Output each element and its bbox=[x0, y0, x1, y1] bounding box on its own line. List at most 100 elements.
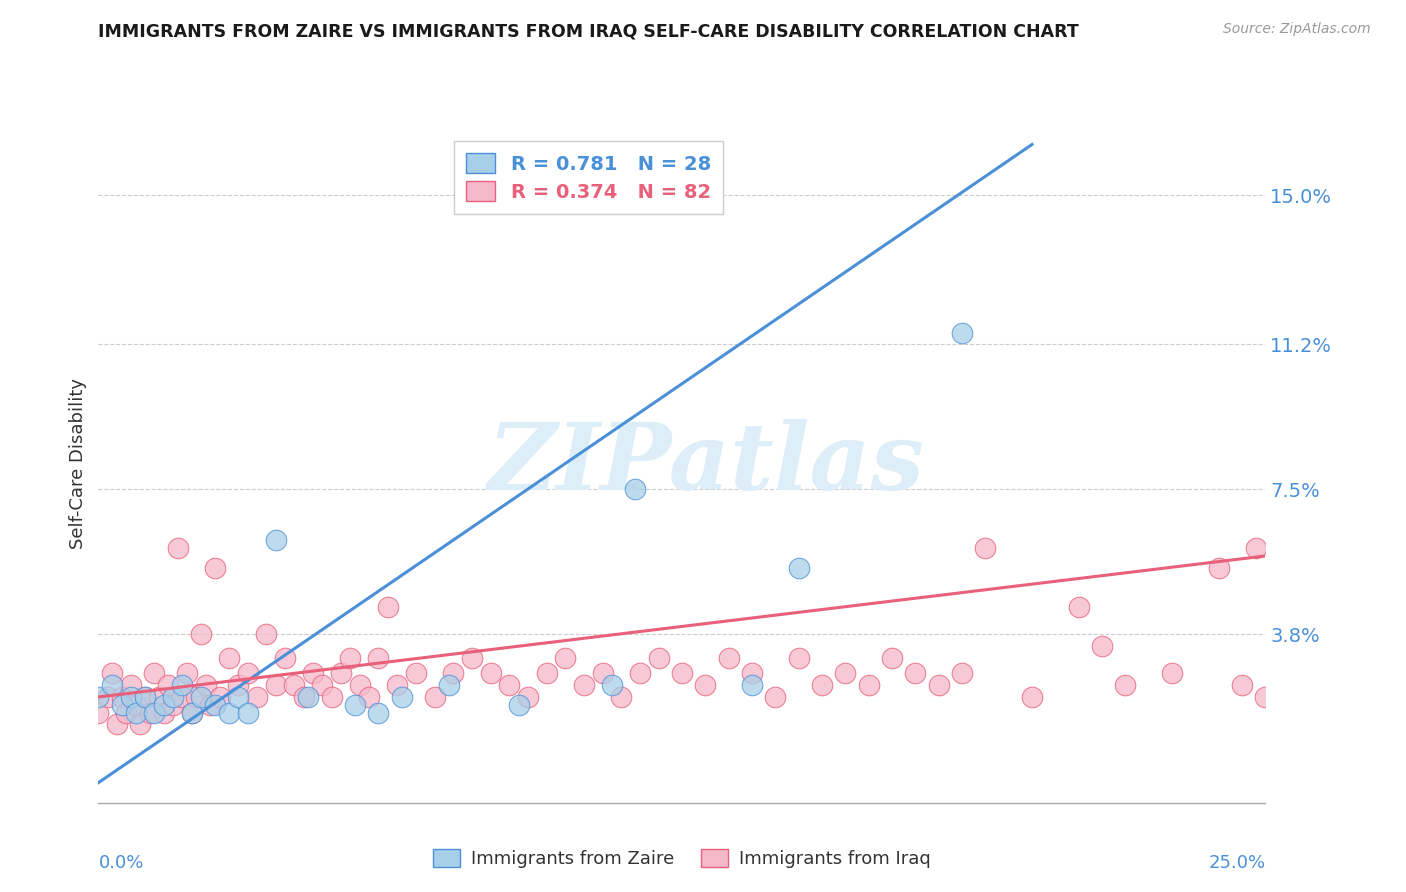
Point bbox=[208, 690, 231, 704]
Point bbox=[228, 690, 250, 704]
Point bbox=[120, 678, 142, 692]
Point bbox=[311, 678, 333, 692]
Point bbox=[87, 706, 110, 720]
Point bbox=[204, 698, 226, 712]
Point bbox=[101, 666, 124, 681]
Point bbox=[339, 650, 361, 665]
Point bbox=[157, 678, 180, 692]
Point bbox=[391, 690, 413, 704]
Point bbox=[367, 706, 389, 720]
Point bbox=[763, 690, 786, 704]
Point bbox=[516, 690, 538, 704]
Point bbox=[297, 690, 319, 704]
Point bbox=[695, 678, 717, 692]
Point bbox=[536, 666, 558, 681]
Point bbox=[129, 717, 152, 731]
Text: 0.0%: 0.0% bbox=[98, 854, 143, 871]
Point bbox=[264, 533, 287, 548]
Point bbox=[180, 706, 202, 720]
Point bbox=[218, 650, 240, 665]
Point bbox=[134, 690, 156, 704]
Point bbox=[600, 678, 623, 692]
Point bbox=[624, 483, 647, 497]
Point bbox=[330, 666, 353, 681]
Point bbox=[134, 690, 156, 704]
Point bbox=[302, 666, 325, 681]
Point bbox=[176, 666, 198, 681]
Point bbox=[1114, 678, 1136, 692]
Point bbox=[787, 560, 810, 574]
Point bbox=[974, 541, 997, 555]
Point bbox=[592, 666, 614, 681]
Text: Source: ZipAtlas.com: Source: ZipAtlas.com bbox=[1223, 22, 1371, 37]
Point bbox=[194, 678, 217, 692]
Point bbox=[367, 650, 389, 665]
Point bbox=[359, 690, 381, 704]
Point bbox=[321, 690, 343, 704]
Point bbox=[218, 706, 240, 720]
Point bbox=[186, 690, 208, 704]
Point bbox=[904, 666, 927, 681]
Point bbox=[143, 666, 166, 681]
Point bbox=[256, 627, 278, 641]
Point bbox=[264, 678, 287, 692]
Point bbox=[405, 666, 427, 681]
Point bbox=[162, 698, 184, 712]
Point bbox=[811, 678, 834, 692]
Point bbox=[105, 717, 128, 731]
Y-axis label: Self-Care Disability: Self-Care Disability bbox=[69, 378, 87, 549]
Point bbox=[120, 690, 142, 704]
Point bbox=[385, 678, 408, 692]
Text: IMMIGRANTS FROM ZAIRE VS IMMIGRANTS FROM IRAQ SELF-CARE DISABILITY CORRELATION C: IMMIGRANTS FROM ZAIRE VS IMMIGRANTS FROM… bbox=[98, 22, 1080, 40]
Point bbox=[200, 698, 222, 712]
Point bbox=[143, 706, 166, 720]
Point bbox=[671, 666, 693, 681]
Point bbox=[111, 690, 134, 704]
Point bbox=[115, 706, 138, 720]
Text: 25.0%: 25.0% bbox=[1208, 854, 1265, 871]
Point bbox=[204, 560, 226, 574]
Point bbox=[125, 706, 148, 720]
Point bbox=[1208, 560, 1230, 574]
Point bbox=[647, 650, 669, 665]
Point bbox=[246, 690, 269, 704]
Point bbox=[741, 678, 763, 692]
Point bbox=[152, 706, 174, 720]
Point bbox=[858, 678, 880, 692]
Point bbox=[880, 650, 903, 665]
Point bbox=[97, 690, 120, 704]
Point bbox=[1161, 666, 1184, 681]
Point bbox=[1244, 541, 1267, 555]
Point bbox=[125, 698, 148, 712]
Point bbox=[111, 698, 134, 712]
Point bbox=[377, 599, 399, 614]
Point bbox=[292, 690, 315, 704]
Point bbox=[166, 541, 188, 555]
Point bbox=[498, 678, 520, 692]
Point bbox=[152, 698, 174, 712]
Point bbox=[479, 666, 502, 681]
Point bbox=[180, 706, 202, 720]
Point bbox=[834, 666, 856, 681]
Point bbox=[461, 650, 484, 665]
Point bbox=[950, 666, 973, 681]
Point bbox=[1021, 690, 1043, 704]
Point bbox=[139, 706, 162, 720]
Point bbox=[1230, 678, 1253, 692]
Point bbox=[1254, 690, 1277, 704]
Point bbox=[274, 650, 297, 665]
Point bbox=[349, 678, 371, 692]
Point bbox=[172, 690, 194, 704]
Point bbox=[928, 678, 950, 692]
Point bbox=[148, 690, 170, 704]
Point bbox=[236, 666, 259, 681]
Point bbox=[950, 326, 973, 340]
Point bbox=[190, 627, 212, 641]
Point bbox=[172, 678, 194, 692]
Point bbox=[628, 666, 651, 681]
Point bbox=[228, 678, 250, 692]
Point bbox=[1067, 599, 1090, 614]
Point bbox=[236, 706, 259, 720]
Point bbox=[283, 678, 305, 692]
Point bbox=[101, 678, 124, 692]
